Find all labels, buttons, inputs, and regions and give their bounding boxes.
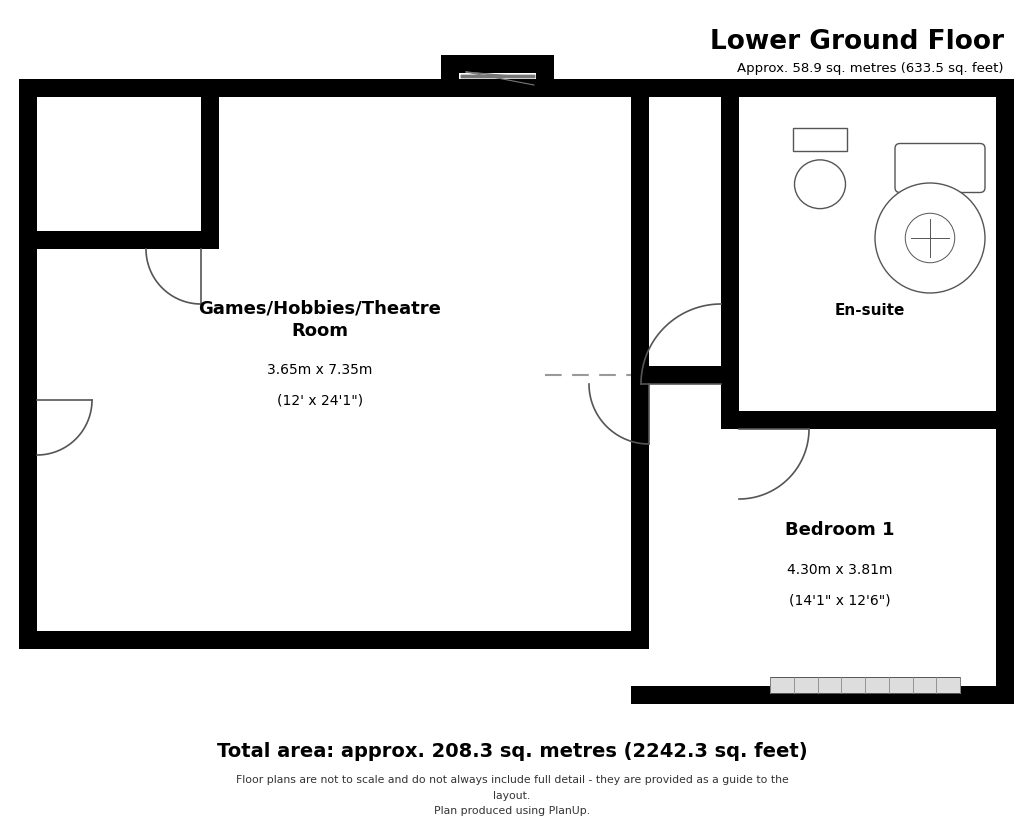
Bar (631, 79, 649, 649)
FancyBboxPatch shape (895, 143, 985, 193)
Bar (19, 79, 219, 97)
Bar (793, 128, 847, 151)
Text: 3.65m x 7.35m: 3.65m x 7.35m (267, 363, 373, 377)
Ellipse shape (795, 160, 846, 208)
Text: Games/Hobbies/Theatre
Room: Games/Hobbies/Theatre Room (199, 300, 441, 340)
Text: Bedroom 1: Bedroom 1 (785, 521, 895, 539)
Bar (19, 231, 37, 649)
Bar (631, 686, 1014, 704)
Text: 4.30m x 3.81m: 4.30m x 3.81m (787, 563, 893, 577)
Bar (441, 55, 459, 97)
Text: Approx. 58.9 sq. metres (633.5 sq. feet): Approx. 58.9 sq. metres (633.5 sq. feet) (737, 62, 1004, 75)
Bar (536, 79, 1014, 97)
Bar (721, 79, 739, 429)
Text: Total area: approx. 208.3 sq. metres (2242.3 sq. feet): Total area: approx. 208.3 sq. metres (22… (217, 742, 807, 761)
Circle shape (874, 183, 985, 293)
Bar (536, 55, 554, 97)
Text: (14'1" x 12'6"): (14'1" x 12'6") (790, 593, 891, 607)
Text: Lower Ground Floor: Lower Ground Floor (710, 29, 1004, 55)
Bar (19, 231, 219, 249)
Text: Floor plans are not to scale and do not always include full detail - they are pr: Floor plans are not to scale and do not … (236, 775, 788, 816)
Bar (721, 79, 739, 384)
Bar (996, 79, 1014, 704)
Bar (441, 55, 554, 73)
Bar (721, 411, 1014, 429)
Text: (12' x 24'1"): (12' x 24'1") (276, 393, 364, 407)
Bar (19, 79, 37, 249)
Bar (631, 366, 739, 384)
Circle shape (905, 213, 954, 263)
Bar (201, 79, 219, 249)
Bar (770, 677, 961, 693)
Bar (19, 631, 649, 649)
Text: En-suite: En-suite (835, 303, 905, 318)
Bar (201, 79, 649, 97)
